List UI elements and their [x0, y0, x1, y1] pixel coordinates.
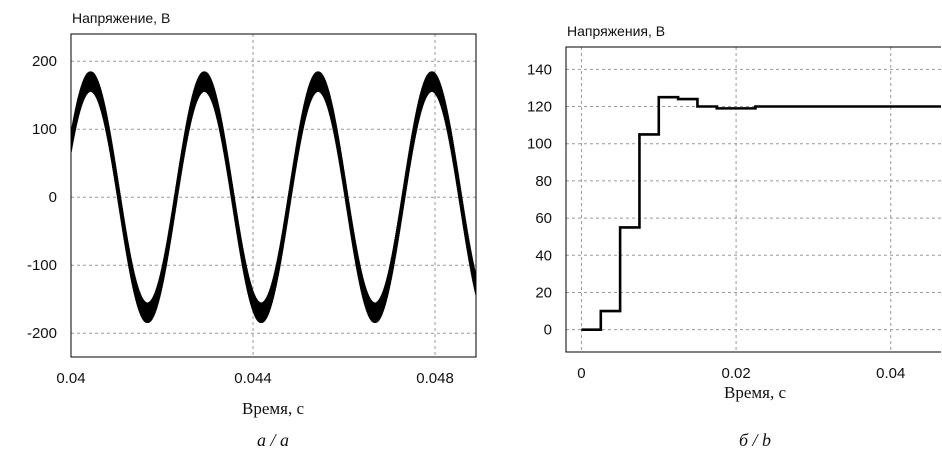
chart-a-grid [70, 34, 476, 357]
chart-b-ytick-label: 140 [527, 61, 552, 78]
chart-a-ytick-label: -200 [27, 325, 57, 342]
chart-b: Напряжения, В 0 20 40 60 80 100 120 140 0 0.02 0.… [527, 23, 941, 450]
chart-b-ytick-label: 80 [535, 173, 552, 190]
chart-a-xtick-label: 0.04 [56, 370, 85, 387]
chart-b-plot-frame [565, 46, 941, 353]
chart-b-ytick-label: 0 [544, 322, 552, 339]
chart-b-xtick-label: 0.02 [722, 365, 751, 382]
chart-b-series-line [581, 95, 941, 331]
chart-a-caption: а / a [257, 430, 289, 450]
chart-b-caption: б / b [739, 430, 771, 450]
chart-b-ytick-label: 40 [535, 247, 552, 264]
chart-b-yticks: 0 20 40 60 80 100 120 140 [527, 61, 552, 338]
chart-a-yticks: -200 -100 0 100 200 [27, 53, 57, 342]
chart-a-series [71, 71, 476, 324]
chart-b-grid [566, 47, 941, 352]
chart-b-ytick-label: 100 [527, 136, 552, 153]
chart-b-xtick-label: 0.04 [876, 365, 905, 382]
chart-a-xticks: 0.04 0.044 0.048 [56, 370, 453, 387]
chart-a-xlabel: Время, с [242, 399, 304, 418]
chart-a-ytick-label: 100 [32, 121, 57, 138]
chart-b-ytick-label: 120 [527, 99, 552, 116]
chart-a-ytick-label: -100 [27, 257, 57, 274]
chart-a-xtick-label: 0.044 [234, 370, 272, 387]
chart-b-xlabel: Время, с [724, 383, 786, 402]
chart-a-plot-frame [70, 33, 477, 358]
chart-b-xticks: 0 0.02 0.04 [577, 365, 905, 382]
chart-b-ytick-label: 20 [535, 284, 552, 301]
chart-a-xtick-label: 0.048 [416, 370, 454, 387]
chart-b-xtick-label: 0 [577, 365, 585, 382]
chart-b-series [581, 95, 941, 331]
chart-a-series-line [71, 71, 476, 324]
chart-b-ylabel: Напряжения, В [567, 23, 665, 39]
chart-a-ylabel: Напряжение, В [72, 10, 170, 26]
chart-b-ytick-label: 60 [535, 210, 552, 227]
chart-a-ytick-label: 0 [49, 189, 57, 206]
chart-a-ytick-label: 200 [32, 53, 57, 70]
